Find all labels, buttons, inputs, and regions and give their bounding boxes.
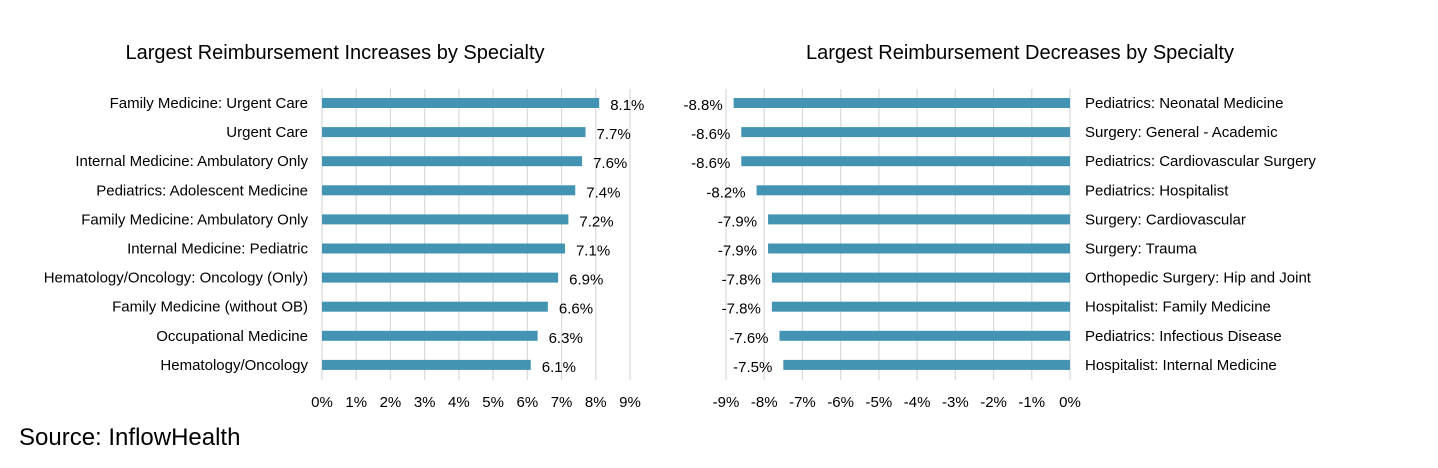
bar	[741, 156, 1070, 167]
bar	[322, 156, 583, 167]
x-tick-label: 3%	[414, 394, 436, 411]
x-tick-label: 9%	[619, 394, 641, 411]
bar	[768, 214, 1070, 225]
chart-title: Largest Reimbursement Decreases by Speci…	[806, 42, 1234, 64]
category-label: Internal Medicine: Ambulatory Only	[75, 153, 308, 170]
category-label: Family Medicine: Ambulatory Only	[81, 211, 308, 228]
category-label: Pediatrics: Hospitalist	[1085, 182, 1229, 199]
bar	[322, 330, 538, 341]
data-label: 7.6%	[593, 155, 627, 172]
data-label: 6.6%	[559, 301, 593, 318]
bar	[783, 359, 1070, 370]
data-label: -8.8%	[683, 97, 722, 114]
x-tick-label: 0%	[311, 394, 333, 411]
category-label: Pediatrics: Infectious Disease	[1085, 328, 1282, 345]
data-label: -7.9%	[718, 213, 757, 230]
data-label: 8.1%	[610, 97, 644, 114]
x-tick-label: 6%	[516, 394, 538, 411]
bar	[322, 272, 559, 283]
category-label: Pediatrics: Adolescent Medicine	[96, 182, 308, 199]
bar	[768, 243, 1070, 254]
bar	[322, 185, 576, 196]
bar	[322, 98, 600, 108]
decreases-bar-chart: -9% -8% -7% -6% -5% -4% -3% -2% -1% 0% Pediatrics:…	[683, 89, 1316, 411]
x-tick-label: 8%	[585, 394, 607, 411]
bar	[322, 214, 569, 225]
data-label: -8.2%	[706, 184, 745, 201]
data-label: 7.4%	[586, 184, 620, 201]
category-label: Family Medicine (without OB)	[112, 299, 308, 316]
bar	[741, 127, 1070, 138]
x-tick-label: 2%	[380, 394, 402, 411]
category-label: Urgent Care	[226, 124, 308, 141]
bar	[756, 185, 1070, 196]
chart-title: Largest Reimbursement Increases by Speci…	[125, 42, 545, 64]
data-label: -8.6%	[691, 126, 730, 143]
bar	[733, 98, 1070, 108]
x-tick-label: -9%	[713, 394, 740, 411]
data-label: 7.7%	[597, 126, 631, 143]
category-label: Pediatrics: Neonatal Medicine	[1085, 95, 1283, 112]
increases-bar-chart: 0% 1% 2% 3% 4% 5% 6% 7% 8% 9% Family Medicine: Urg…	[44, 89, 644, 411]
data-label: 6.3%	[549, 330, 583, 347]
x-tick-label: -4%	[904, 394, 931, 411]
category-label: Internal Medicine: Pediatric	[127, 241, 308, 258]
x-tick-label: 0%	[1059, 394, 1081, 411]
data-label: 7.2%	[579, 213, 613, 230]
data-label: 7.1%	[576, 243, 610, 260]
category-label: Hospitalist: Family Medicine	[1085, 299, 1271, 316]
x-tick-label: -7%	[789, 394, 816, 411]
category-label: Hematology/Oncology	[160, 357, 308, 374]
data-label: -7.8%	[722, 272, 761, 289]
bar	[322, 127, 586, 138]
category-label: Occupational Medicine	[156, 328, 308, 345]
x-tick-label: -5%	[866, 394, 893, 411]
data-label: -7.5%	[733, 359, 772, 376]
data-label: -7.6%	[729, 330, 768, 347]
category-label: Surgery: Trauma	[1085, 241, 1197, 258]
x-tick-label: 7%	[551, 394, 573, 411]
category-label: Hospitalist: Internal Medicine	[1085, 357, 1277, 374]
category-label: Pediatrics: Cardiovascular Surgery	[1085, 153, 1316, 170]
bar	[779, 330, 1070, 341]
x-tick-label: -6%	[827, 394, 854, 411]
x-tick-label: 1%	[345, 394, 367, 411]
bar	[771, 272, 1070, 283]
bar	[322, 359, 531, 370]
x-tick-label: -3%	[942, 394, 969, 411]
category-label: Hematology/Oncology: Oncology (Only)	[44, 270, 308, 287]
bar	[322, 243, 565, 254]
data-label: -7.8%	[722, 301, 761, 318]
source-note: Source: InflowHealth	[19, 424, 241, 451]
x-tick-label: 5%	[482, 394, 504, 411]
bar	[322, 301, 548, 312]
data-label: -7.9%	[718, 243, 757, 260]
data-label: 6.9%	[569, 272, 603, 289]
x-tick-label: -8%	[751, 394, 778, 411]
category-label: Surgery: Cardiovascular	[1085, 211, 1246, 228]
data-label: -8.6%	[691, 155, 730, 172]
x-tick-label: 4%	[448, 394, 470, 411]
increases-chart-panel: Largest Reimbursement Increases by Speci…	[0, 0, 719, 420]
decreases-chart-panel: Largest Reimbursement Decreases by Speci…	[683, 0, 1438, 420]
x-tick-label: -2%	[980, 394, 1007, 411]
category-label: Orthopedic Surgery: Hip and Joint	[1085, 270, 1312, 287]
data-label: 6.1%	[542, 359, 576, 376]
category-label: Family Medicine: Urgent Care	[110, 95, 308, 112]
bar	[771, 301, 1070, 312]
x-tick-label: -1%	[1018, 394, 1045, 411]
category-label: Surgery: General - Academic	[1085, 124, 1278, 141]
